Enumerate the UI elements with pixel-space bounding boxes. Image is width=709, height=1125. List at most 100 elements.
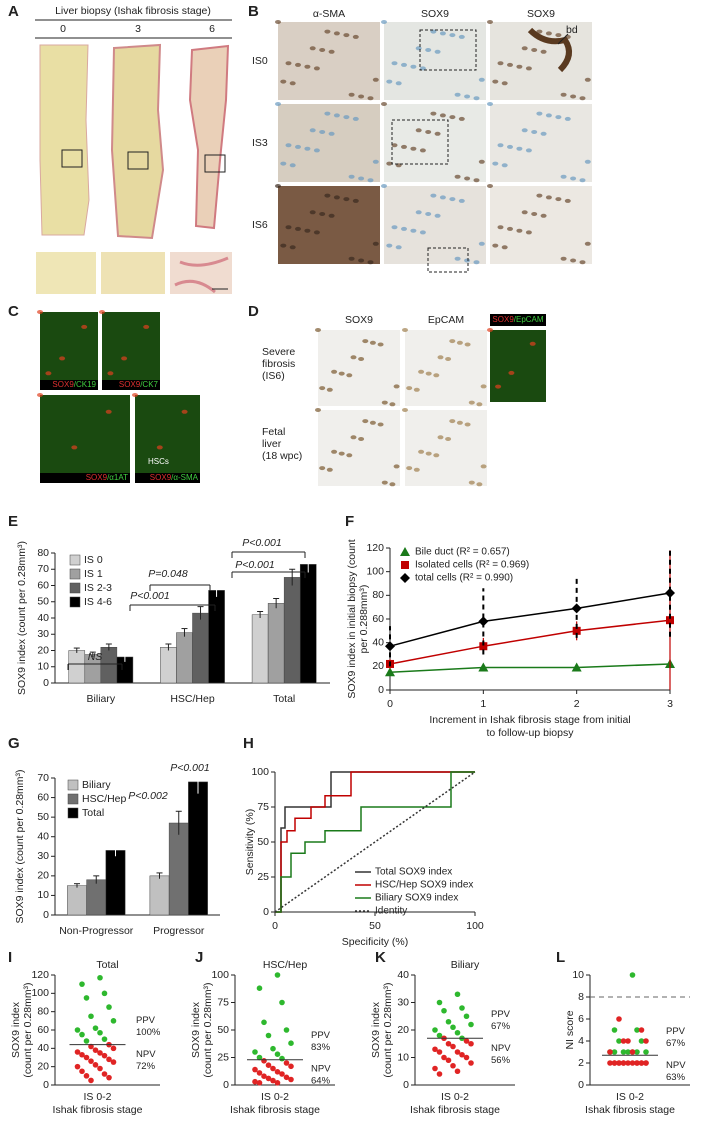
point [88, 1058, 94, 1064]
point [270, 1045, 276, 1052]
cell [449, 419, 456, 424]
cell [381, 102, 387, 106]
y-tick-label: 2 [578, 1057, 584, 1069]
cell [570, 258, 577, 263]
stain-label: SOX9/α1AT [86, 473, 128, 482]
cell [437, 435, 444, 440]
x-tick-label: HSC/Hep [170, 693, 215, 705]
y-tick-label: 50 [257, 836, 269, 848]
point [436, 1049, 443, 1055]
micrograph [40, 395, 130, 483]
cell [473, 178, 480, 183]
cell [480, 384, 487, 389]
point [625, 1049, 631, 1055]
stain-label: /CK7 [140, 380, 158, 389]
micrograph [135, 395, 200, 483]
chart-title: Biliary [451, 959, 480, 971]
legend-label: Total [82, 807, 104, 819]
point [270, 1065, 276, 1072]
cell [324, 111, 331, 116]
annotation: NS [88, 651, 103, 663]
bar [105, 850, 126, 916]
point [106, 1074, 112, 1081]
x-axis-title: Ishak fibrosis stage [230, 1104, 320, 1116]
cell [350, 435, 357, 440]
cell [381, 480, 388, 485]
series-line [275, 771, 475, 913]
cell [395, 81, 402, 86]
point [436, 1032, 443, 1039]
cell [313, 66, 320, 71]
legend-swatch [67, 793, 79, 805]
bar [188, 781, 208, 916]
column-label: SOX9 [345, 314, 373, 326]
cell [285, 143, 292, 148]
legend-marker [400, 573, 410, 583]
cell [348, 256, 355, 261]
cell [419, 230, 426, 235]
point [634, 1049, 640, 1055]
cell [319, 386, 326, 391]
cell [105, 409, 112, 414]
y-tick-label: 10 [37, 889, 49, 901]
panel-label: F [345, 513, 354, 530]
cell [315, 408, 321, 412]
cell [343, 33, 350, 38]
y-axis-title: SOX9 index [10, 1001, 22, 1058]
y-tick-label: 30 [37, 850, 49, 862]
label-strip [102, 380, 160, 390]
cell [418, 369, 425, 374]
y-axis-title: SOX9 index (count per 0.28mm³) [14, 769, 26, 923]
y-tick-label: 80 [372, 589, 384, 601]
cell [295, 144, 301, 149]
series-line [389, 592, 671, 647]
cell [381, 184, 387, 188]
cell [570, 94, 577, 99]
cell [487, 328, 493, 332]
y-tick-label: 8 [578, 991, 584, 1003]
micrograph [384, 22, 486, 100]
y-tick-label: 0 [223, 1079, 229, 1091]
cell [516, 146, 523, 151]
cell [584, 77, 591, 82]
cell [406, 386, 413, 391]
cell [464, 342, 471, 347]
bar [149, 875, 170, 916]
cell [430, 193, 437, 198]
zoom-box [419, 29, 477, 71]
y-axis-title: SOX9 index [370, 1001, 382, 1058]
cell [350, 355, 357, 360]
point [261, 1073, 267, 1079]
cell [508, 370, 515, 375]
cell [540, 131, 547, 136]
cell [473, 96, 480, 101]
micrograph [318, 330, 400, 406]
y-tick-label: 0 [578, 1079, 584, 1091]
x-tick-label: Biliary [87, 693, 116, 705]
row-label: IS0 [252, 55, 268, 67]
label-strip [490, 314, 546, 326]
cell [531, 212, 538, 216]
cell [545, 195, 552, 200]
annotation: P<0.001 [170, 762, 209, 774]
annotation: PPV [311, 1030, 331, 1041]
biopsy [39, 44, 90, 236]
point [616, 1060, 622, 1066]
stain-label: SOX9/EpCAM [492, 315, 543, 324]
annotation: P<0.001 [130, 590, 169, 602]
y-tick-label: 25 [257, 871, 269, 883]
x-axis-title: Ishak fibrosis stage [585, 1104, 675, 1116]
zoom-box [61, 149, 83, 168]
cell [181, 409, 188, 414]
cell [328, 131, 335, 136]
annotation: 100% [136, 1027, 161, 1038]
point [110, 1018, 117, 1024]
cell [324, 193, 331, 198]
micrograph [405, 410, 487, 486]
cell [579, 178, 586, 183]
cell [419, 66, 426, 71]
y-tick-label: 100 [251, 766, 269, 778]
panel-label: D [248, 303, 259, 320]
cell [295, 226, 301, 231]
